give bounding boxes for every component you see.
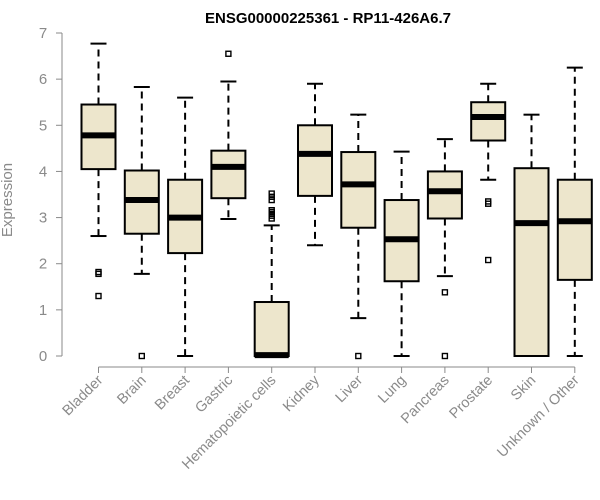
x-tick-label: Breast (152, 373, 193, 414)
box-kidney (297, 82, 333, 247)
box-unknown-other (556, 66, 593, 357)
x-tick-label: Liver (333, 372, 367, 406)
box-brain (123, 85, 160, 360)
outlier-point (485, 200, 492, 207)
box-gastric (210, 50, 247, 220)
x-tick-label: Lung (375, 373, 409, 407)
y-axis: 0 1 2 3 4 5 6 7 (39, 25, 63, 365)
box-lung (383, 150, 420, 357)
box-skin (513, 113, 550, 357)
box-liver (340, 113, 377, 360)
outlier-point (268, 193, 275, 201)
outlier-point (268, 206, 275, 214)
x-tick-label: Prostate (447, 373, 496, 422)
x-tick-label: Bladder (60, 372, 107, 419)
iqr-box (210, 149, 247, 200)
iqr-box (470, 101, 507, 142)
y-tick-label: 0 (39, 348, 47, 365)
x-tick-label: Kidney (280, 372, 323, 415)
y-tick-label: 1 (39, 302, 47, 319)
iqr-box (340, 151, 377, 229)
y-tick-label: 5 (39, 117, 47, 134)
outlier-point (441, 289, 449, 296)
iqr-box (513, 167, 550, 357)
y-axis-label: Expression (0, 163, 16, 237)
y-tick-label: 4 (39, 163, 47, 180)
outlier-point (268, 196, 275, 204)
outlier-point (268, 190, 275, 197)
box-pancreas (426, 138, 463, 360)
outlier-point (441, 352, 449, 360)
box-hematopoietic-cells (253, 190, 290, 359)
chart-title: ENSG00000225361 - RP11-426A6.7 (205, 10, 451, 27)
box-bladder (80, 42, 117, 300)
outlier-point (138, 352, 146, 360)
box-breast (167, 96, 204, 357)
outlier-point (225, 50, 232, 57)
boxes (80, 42, 593, 360)
x-tick-label: Skin (508, 373, 539, 404)
x-tick-label: Unknown / Other (494, 372, 582, 460)
outlier-point (485, 256, 492, 264)
y-tick-label: 3 (39, 210, 47, 227)
outlier-point (95, 292, 102, 300)
iqr-box (426, 170, 463, 220)
iqr-box (556, 178, 593, 281)
iqr-box (297, 124, 333, 197)
y-tick-label: 6 (39, 71, 47, 88)
box-prostate (470, 82, 507, 264)
outlier-point (355, 352, 362, 360)
y-tick-label: 2 (39, 256, 47, 273)
y-tick-label: 7 (39, 25, 47, 42)
x-tick-label: Brain (114, 373, 149, 408)
iqr-box (253, 301, 290, 357)
outlier-point (95, 268, 102, 276)
